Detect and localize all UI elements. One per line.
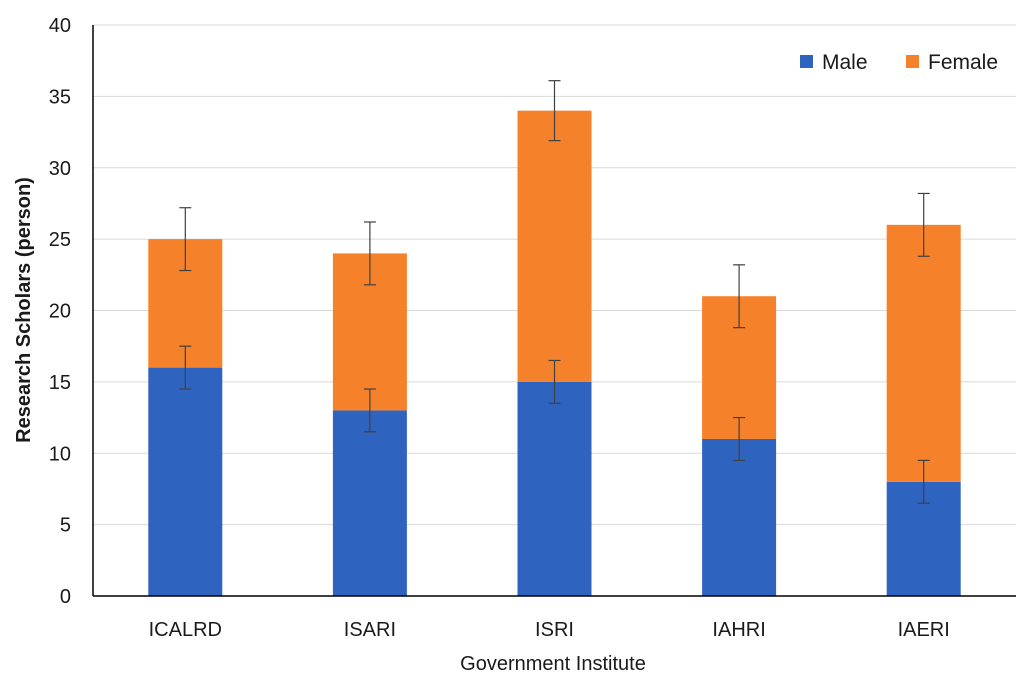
y-tick-label: 40 — [49, 15, 71, 37]
bar-male-isari — [332, 410, 407, 596]
error-bar-male-isari — [363, 388, 376, 433]
bar-male-isri — [517, 381, 592, 596]
error-bar-male-isri — [548, 359, 561, 404]
y-tick-label: 25 — [49, 229, 71, 251]
y-tick-label: 0 — [60, 586, 71, 608]
bar-female-isri — [517, 110, 592, 382]
x-tick-label: ISRI — [535, 619, 574, 641]
error-bar-male-iaeri — [917, 459, 930, 504]
error-bar-female-iahri — [733, 264, 746, 329]
error-bar-male-iahri — [733, 416, 746, 461]
x-tick-label: IAHRI — [712, 619, 765, 641]
x-tick-label: IAERI — [898, 619, 950, 641]
error-bar-female-isri — [548, 80, 561, 142]
legend-entry-female: Female — [906, 51, 998, 74]
bar-female-iaeri — [886, 224, 961, 482]
legend-swatch — [906, 55, 919, 68]
y-tick-label: 5 — [60, 515, 71, 537]
legend: Male Female — [800, 51, 998, 74]
y-tick-label: 30 — [49, 158, 71, 180]
error-bar-male-icalrd — [179, 345, 192, 390]
x-axis-title: Government Institute — [460, 653, 646, 675]
axes — [92, 25, 1016, 597]
legend-swatch — [800, 55, 813, 68]
error-bar-female-isari — [363, 221, 376, 286]
bar-male-iahri — [702, 438, 777, 596]
bar-male-icalrd — [148, 367, 223, 596]
error-bar-female-icalrd — [179, 207, 192, 272]
error-bar-female-iaeri — [917, 192, 930, 257]
y-axis-title: Research Scholars (person) — [13, 177, 35, 443]
y-tick-label: 20 — [49, 301, 71, 323]
bars — [148, 110, 961, 596]
x-tick-labels: ICALRD ISARI ISRI IAHRI IAERI — [149, 619, 950, 641]
y-tick-labels: 0 5 10 15 20 25 30 35 40 — [49, 15, 71, 608]
legend-label: Male — [822, 51, 868, 74]
legend-entry-male: Male — [800, 51, 868, 74]
legend-label: Female — [928, 51, 998, 74]
error-bars — [179, 80, 930, 504]
y-tick-label: 35 — [49, 86, 71, 108]
x-tick-label: ICALRD — [149, 619, 222, 641]
y-tick-label: 15 — [49, 372, 71, 394]
y-tick-label: 10 — [49, 443, 71, 465]
x-tick-label: ISARI — [344, 619, 396, 641]
